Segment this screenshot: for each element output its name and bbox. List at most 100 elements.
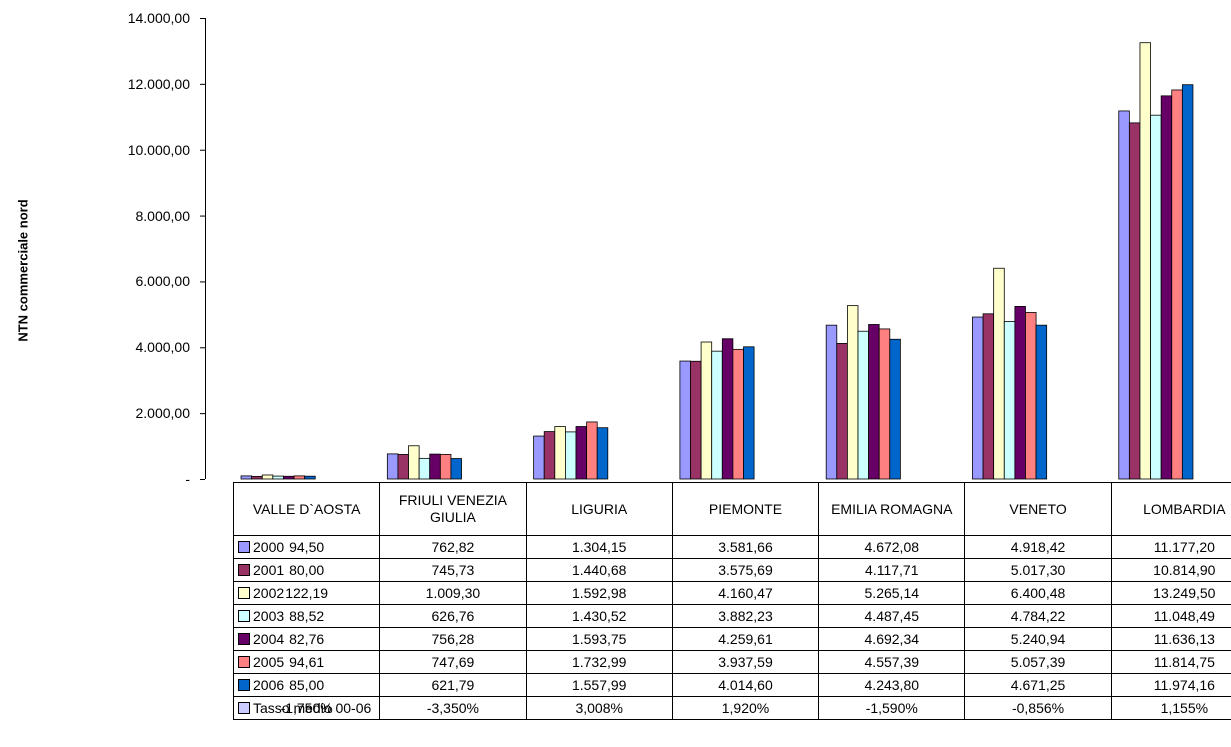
y-tick-label: 14.000,00 — [127, 10, 190, 26]
bar-2001-4 — [836, 343, 848, 480]
data-label: 4.259,61 — [671, 627, 820, 651]
table-row: 2006 85,00 621,79 1.557,99 4.014,60 4.243,80 4… — [232, 673, 1231, 697]
data-label: 1,155% — [1110, 696, 1231, 720]
bar-2000-5 — [972, 316, 984, 480]
bar-2005-3 — [732, 348, 744, 480]
data-label: 3.575,69 — [671, 558, 820, 582]
bar-2003-5 — [1003, 321, 1016, 480]
bar-2006-5 — [1035, 324, 1048, 480]
bar-2003-6 — [1150, 114, 1162, 480]
bar-2000-0 — [240, 475, 253, 480]
legend-label: 2006 — [253, 677, 285, 693]
bar-2005-1 — [439, 453, 452, 480]
bar-2001-6 — [1128, 122, 1141, 480]
data-label: 626,76 — [379, 604, 527, 628]
data-label: 4.117,71 — [818, 558, 966, 582]
legend-label: 2004 — [253, 631, 285, 647]
bar-2004-1 — [429, 453, 441, 480]
bar-2002-4 — [846, 305, 859, 480]
bar-2004-5 — [1014, 306, 1026, 480]
bar-2000-2 — [533, 435, 545, 480]
bar-2002-2 — [554, 426, 566, 480]
bar-2002-1 — [408, 445, 420, 480]
bar-2003-4 — [857, 330, 869, 480]
table-row: 2005 94,61 747,69 1.732,99 3.937,59 4.557,39 5… — [232, 650, 1231, 674]
category-label: PIEMONTE — [671, 482, 820, 536]
data-label: 4.692,34 — [818, 627, 966, 651]
table-row: 2004 82,76 756,28 1.593,75 4.259,61 4.692,34 5… — [232, 627, 1231, 651]
table-row: 2001 80,00 745,73 1.440,68 3.575,69 4.117,71 5… — [232, 558, 1231, 582]
data-label: 85,00 — [232, 673, 381, 697]
data-label: 4.243,80 — [818, 673, 966, 697]
data-label: 13.249,50 — [1110, 581, 1231, 605]
y-tick-label: 12.000,00 — [127, 75, 190, 92]
category-label: LIGURIA — [525, 482, 673, 536]
data-label: 5.240,94 — [964, 627, 1112, 651]
data-label: 1.593,75 — [525, 627, 673, 651]
bar-2002-5 — [993, 267, 1005, 480]
data-label: 4.014,60 — [671, 673, 820, 697]
data-label: 1.304,15 — [525, 535, 673, 559]
data-label: 11.974,16 — [1110, 673, 1231, 697]
y-tick-label: 6.000,00 — [135, 273, 191, 290]
data-label: 80,00 — [232, 558, 381, 582]
bar-2006-4 — [889, 338, 901, 480]
legend-swatch — [238, 633, 250, 645]
bar-2006-0 — [304, 475, 316, 480]
data-label: 1.440,68 — [525, 558, 673, 582]
data-label: 11.048,49 — [1110, 604, 1231, 628]
data-label: -0,856% — [964, 696, 1112, 720]
legend-label: 2003 — [253, 608, 285, 624]
bar-2001-0 — [251, 475, 263, 480]
data-label: 756,28 — [379, 627, 527, 651]
bar-2004-4 — [868, 324, 880, 480]
data-label: 1.592,98 — [525, 581, 673, 605]
bar-2000-3 — [679, 360, 691, 480]
bar-2003-0 — [272, 475, 284, 480]
bar-2003-1 — [418, 457, 431, 480]
data-label: 6.400,48 — [964, 581, 1112, 605]
bar-2005-0 — [293, 475, 306, 480]
data-label: 1.430,52 — [525, 604, 673, 628]
table-row: Tasso medio 00-06 -1,750% -3,350% 3,008% 1,9… — [232, 696, 1231, 720]
data-label: 122,19 — [232, 581, 381, 605]
bar-2003-2 — [565, 431, 577, 480]
table-row: 2003 88,52 626,76 1.430,52 3.882,23 4.487,45 4… — [232, 604, 1231, 628]
bar-2001-1 — [397, 454, 409, 480]
bar-2001-2 — [543, 431, 556, 480]
table-row: 2000 94,50 762,82 1.304,15 3.581,66 4.672,08 4… — [232, 535, 1231, 559]
bar-2000-1 — [386, 453, 399, 480]
legend-label: 2001 — [253, 562, 285, 578]
y-tick-label: 8.000,00 — [135, 207, 191, 224]
legend-swatch — [238, 656, 250, 668]
legend-swatch — [238, 610, 250, 622]
axes — [200, 18, 206, 480]
data-label: -1,750% — [232, 696, 381, 720]
data-label: 1.009,30 — [379, 581, 527, 605]
data-label: 82,76 — [232, 627, 381, 651]
bar-2000-6 — [1118, 110, 1130, 480]
category-label: EMILIA ROMAGNA — [818, 482, 966, 536]
data-label: 621,79 — [379, 673, 527, 697]
bar-2005-6 — [1171, 89, 1183, 480]
data-label: 1.732,99 — [525, 650, 673, 674]
legend-swatch — [238, 541, 250, 553]
y-tick-label: 2.000,00 — [135, 405, 191, 422]
bar-2005-4 — [878, 328, 891, 480]
legend-label: 2002 — [253, 585, 285, 601]
category-label: FRIULI VENEZIA GIULIA — [379, 482, 527, 536]
data-label: 5.017,30 — [964, 558, 1112, 582]
data-label: 4.784,22 — [964, 604, 1112, 628]
bars-layer — [240, 42, 1194, 480]
bar-2004-3 — [721, 338, 734, 480]
y-tick-label: 10.000,00 — [127, 141, 190, 158]
bar-2006-2 — [596, 427, 609, 480]
legend-swatch — [238, 679, 250, 691]
data-label: 4.160,47 — [671, 581, 820, 605]
legend-swatch — [238, 587, 250, 599]
data-label: 4.918,42 — [964, 535, 1112, 559]
data-label: 10.814,90 — [1110, 558, 1231, 582]
y-axis-label: NTN commerciale nord — [15, 198, 31, 342]
legend-label: 2005 — [253, 654, 285, 670]
